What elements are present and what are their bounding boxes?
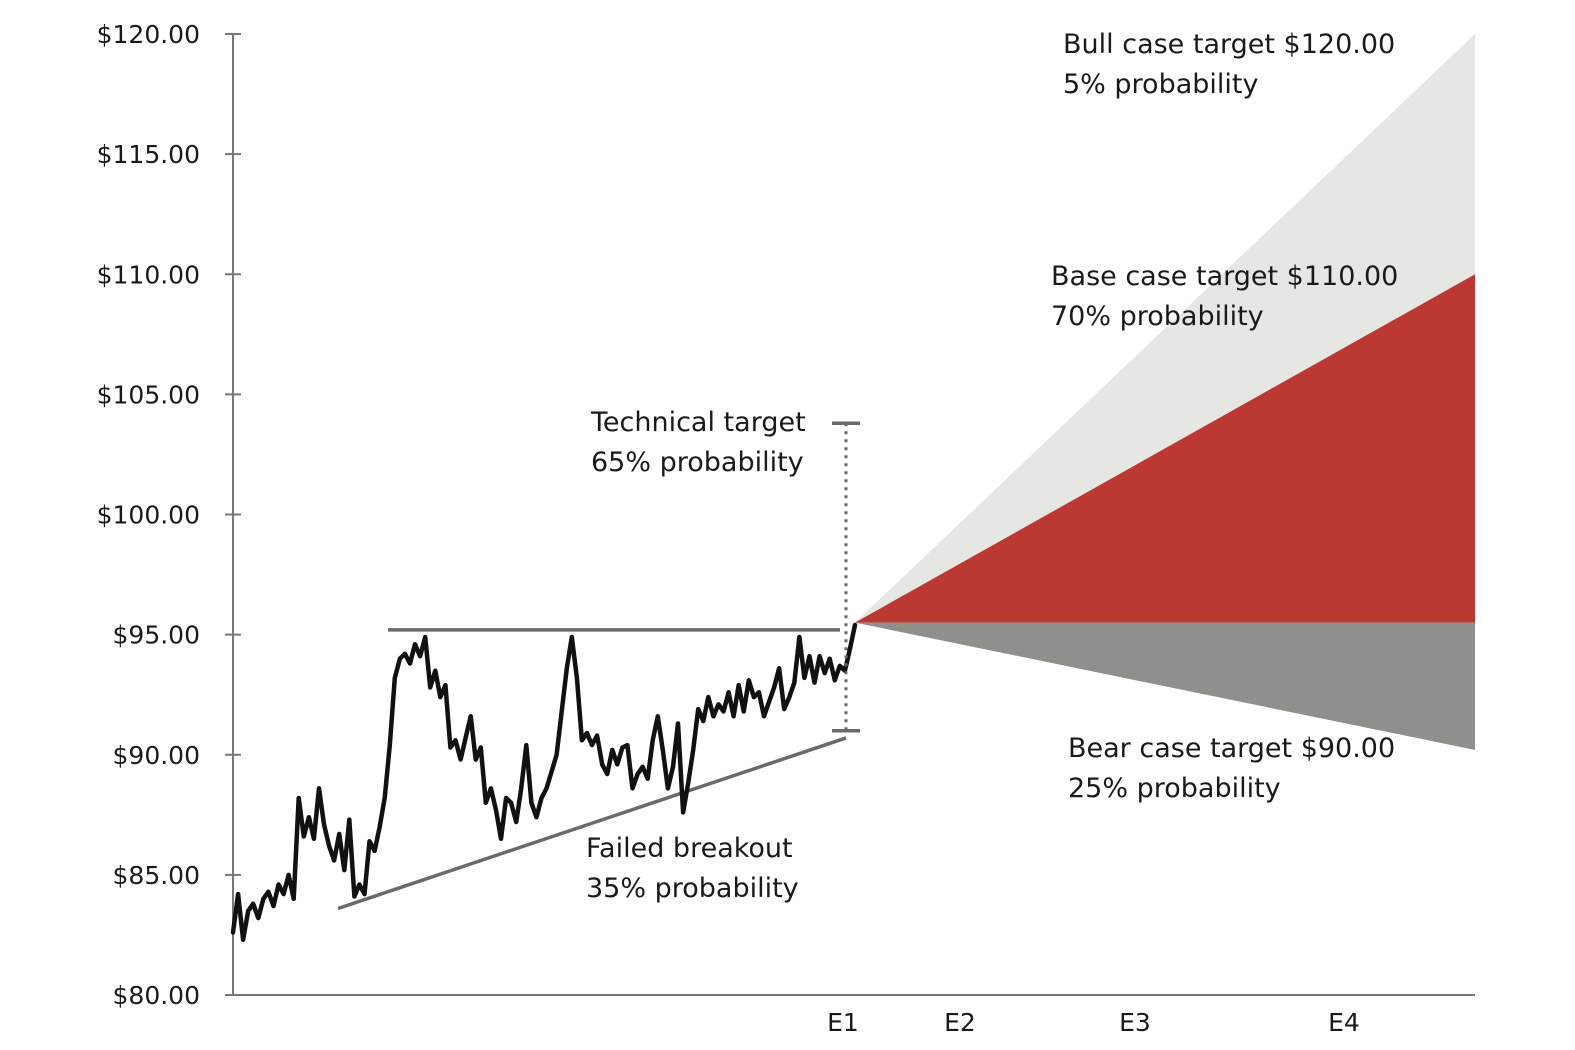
x-tick-label: E2 — [944, 1008, 976, 1037]
x-tick-label: E3 — [1119, 1008, 1151, 1037]
technical-target-label: Technical target — [590, 407, 806, 438]
bear-case-projection — [855, 622, 1475, 750]
bull-case-probability-label: 5% probability — [1063, 69, 1258, 100]
y-tick-label: $110.00 — [97, 260, 200, 289]
x-tick-label: E4 — [1328, 1008, 1360, 1037]
technical-probability-label: 65% probability — [591, 447, 804, 478]
base-case-projection — [855, 274, 1475, 623]
annotations: Bull case target $120.00 5% probability … — [586, 29, 1398, 904]
bear-case-probability-label: 25% probability — [1068, 773, 1281, 804]
y-tick-label: $105.00 — [97, 380, 200, 409]
axes: $80.00 $85.00 $90.00 $95.00 $100.00 $105.00 $1… — [97, 20, 1475, 1037]
y-tick-label: $115.00 — [97, 140, 200, 169]
price-history — [230, 622, 858, 942]
y-tick-label: $95.00 — [113, 621, 200, 650]
failed-breakout-probability-label: 35% probability — [586, 873, 799, 904]
base-case-target-label: Base case target $110.00 — [1051, 261, 1398, 292]
y-tick-label: $80.00 — [113, 981, 200, 1010]
y-tick-label: $85.00 — [113, 861, 200, 890]
technical-range-marker — [832, 421, 860, 733]
trendlines — [337, 628, 847, 911]
failed-breakout-label: Failed breakout — [586, 833, 793, 864]
y-tick-label: $90.00 — [113, 741, 200, 770]
y-tick-label: $100.00 — [97, 501, 200, 530]
price-series-line — [230, 622, 858, 942]
bear-case-target-label: Bear case target $90.00 — [1068, 733, 1395, 764]
y-tick-label: $120.00 — [97, 20, 200, 49]
bull-case-target-label: Bull case target $120.00 — [1063, 29, 1395, 60]
projection-cones — [855, 34, 1475, 750]
base-case-probability-label: 70% probability — [1051, 301, 1264, 332]
x-tick-label: E1 — [827, 1008, 859, 1037]
support-trendline — [337, 736, 847, 911]
